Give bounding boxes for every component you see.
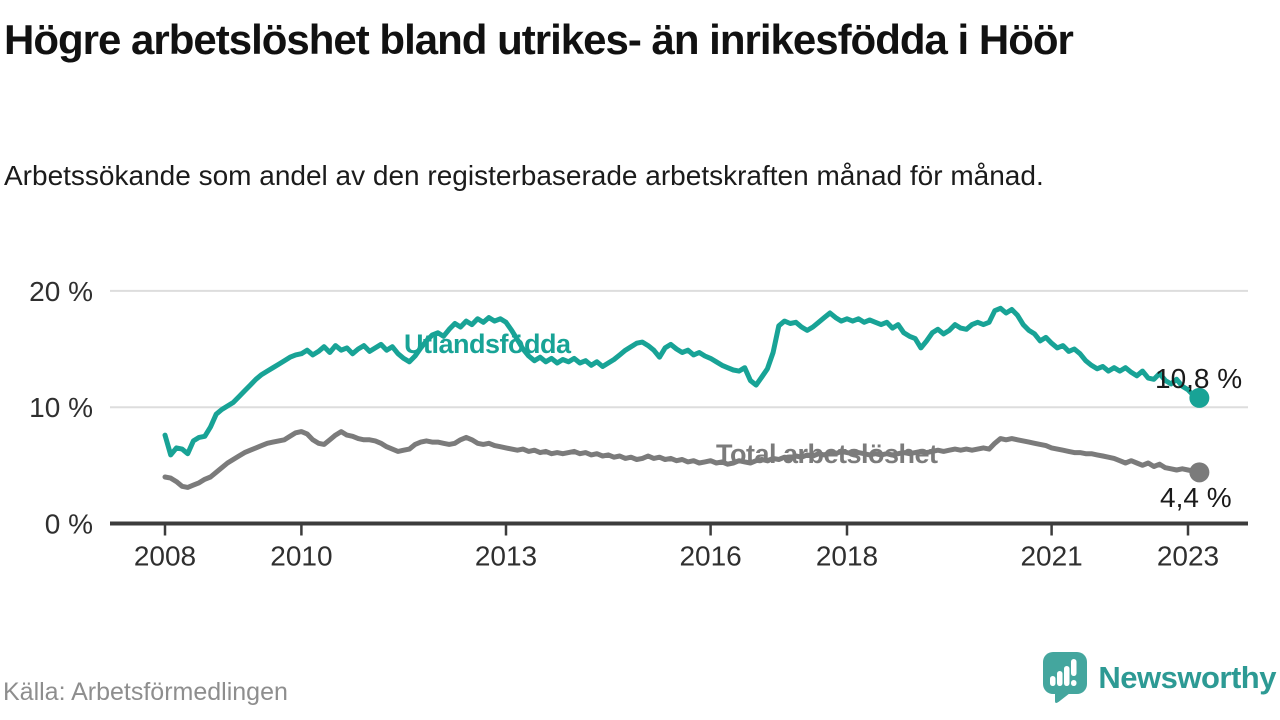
x-axis-tick-label: 2021 (1020, 541, 1082, 572)
series-label-total: Total arbetslöshet (716, 439, 938, 469)
exclamation-stem (1071, 659, 1077, 676)
speech-bubble-tail (1055, 691, 1071, 703)
exclamation-dot (1071, 680, 1077, 686)
brand-name: Newsworthy (1098, 660, 1276, 695)
unemployment-line-chart: 0 % 10 % 20 % 2008 2010 2013 2016 2018 2021 2023 U… (29, 276, 1248, 572)
x-axis-tick-label: 2010 (270, 541, 332, 572)
x-axis-tick-label: 2013 (475, 541, 537, 572)
bar-medium (1057, 671, 1063, 686)
bar-tall (1064, 666, 1070, 686)
source-note: Källa: Arbetsförmedlingen (3, 678, 288, 706)
series-end-value-total: 4,4 % (1160, 482, 1232, 513)
bar-small (1050, 676, 1056, 686)
newsworthy-logo: Newsworthy (1042, 650, 1276, 706)
series-end-dot-total (1189, 462, 1210, 483)
series-end-dot-utlandsfodda (1189, 387, 1210, 408)
series-end-value-utlandsfodda: 10,8 % (1155, 363, 1242, 394)
series-line-total (162, 429, 1202, 490)
x-axis-tick-label: 2016 (679, 541, 741, 572)
y-axis-tick-label: 0 % (45, 509, 93, 540)
chart-title: Högre arbetslöshet bland utrikes- än inr… (4, 16, 1074, 63)
series-label-utlandsfodda: Utlandsfödda (404, 329, 572, 359)
x-axis-tick-label: 2018 (816, 541, 878, 572)
y-axis-tick-label: 20 % (29, 276, 93, 307)
series-line-utlandsfodda (162, 305, 1202, 458)
x-axis-tick-label: 2008 (134, 541, 196, 572)
y-axis-tick-label: 10 % (29, 392, 93, 423)
chart-subtitle: Arbetssökande som andel av den registerb… (4, 160, 1044, 191)
newsworthy-logo-icon (1043, 652, 1088, 703)
x-axis-tick-label: 2023 (1157, 541, 1219, 572)
